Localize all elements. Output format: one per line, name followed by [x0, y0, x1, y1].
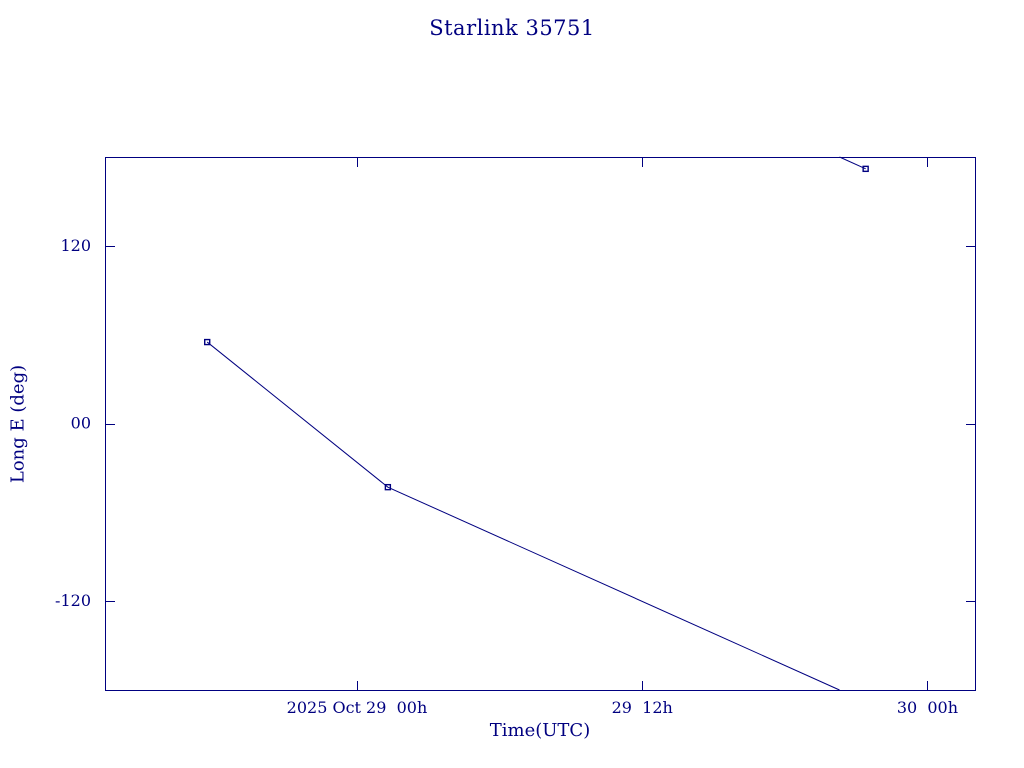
data-point-marker — [862, 165, 869, 173]
data-point-marker — [204, 338, 211, 346]
data-point-marker — [384, 483, 392, 491]
x-axis-label: Time(UTC) — [489, 720, 591, 741]
x-tick-label: 2025 Oct 29 00h — [287, 698, 428, 717]
y-tick-label: -120 — [55, 591, 91, 610]
chart-title: Starlink 35751 — [429, 16, 595, 40]
x-tick-label: 30 00h — [897, 698, 958, 717]
plot-border — [105, 157, 976, 691]
y-tick-label: 120 — [60, 236, 91, 255]
track-line — [206, 341, 840, 691]
track-line — [839, 156, 866, 170]
x-tick-label: 29 12h — [612, 698, 673, 717]
y-tick-label: 00 — [71, 414, 91, 433]
